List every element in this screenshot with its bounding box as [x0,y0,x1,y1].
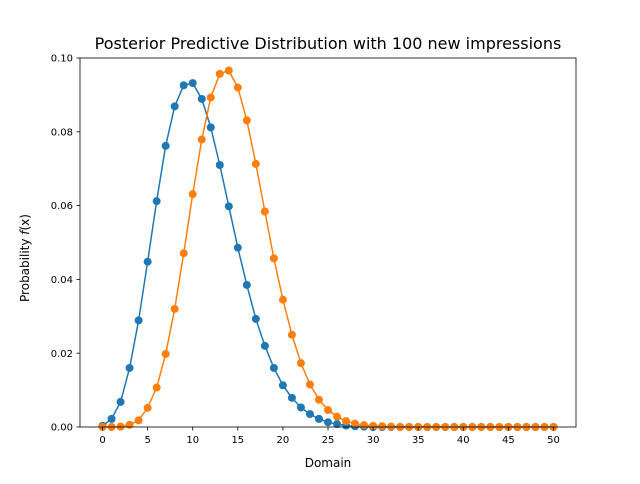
y-tick-label: 0.10 [51,54,73,65]
y-tick-label: 0.06 [51,201,73,212]
series-1-point [197,94,206,103]
series-1-point [152,197,161,206]
series-2-point [134,416,143,425]
y-tick-label: 0.02 [51,349,73,360]
chart-title: Posterior Predictive Distribution with 1… [95,34,562,53]
series-1-point [224,202,233,211]
series-2-point [125,420,134,429]
series-1-point [161,141,170,150]
series-1-point [296,403,305,412]
x-tick-label: 40 [457,435,470,446]
y-axis-label-variable: f [18,229,32,235]
x-axis-label: Domain [305,456,352,470]
series-1-point [107,414,116,423]
series-1-point [179,81,188,90]
x-tick-label: 50 [547,435,560,446]
series-2-point [269,254,278,263]
series-2-point [305,380,314,389]
series-1-point [269,363,278,372]
series-2-point [287,330,296,339]
series-2-point [278,295,287,304]
y-tick-label: 0.04 [51,275,73,286]
x-tick-label: 30 [367,435,380,446]
series-2-point [333,412,342,421]
series-1-point [287,393,296,402]
series-2-point [143,403,152,412]
y-axis-label-suffix: (x) [18,214,32,230]
series-2-point [233,83,242,92]
series-1-point [215,161,224,170]
series-1-point [134,316,143,325]
series-2-point [324,406,332,415]
x-tick-label: 5 [144,435,150,446]
series-1-point [188,79,197,88]
x-tick-label: 15 [231,435,244,446]
x-tick-label: 45 [502,435,515,446]
x-tick-label: 0 [99,435,105,446]
series-2-point [251,159,260,168]
series-1-point [260,341,269,350]
y-axis-label: Probability f(x) [18,214,32,302]
series-1-point [305,410,314,419]
series-2-point [224,66,233,75]
series-2-point [152,383,161,392]
series-2-point [188,190,197,199]
series-2-point [378,422,387,431]
series-1-point [233,243,242,252]
series-1-point [116,397,125,406]
series-2-point [179,249,188,258]
x-tick-label: 10 [186,435,199,446]
series-2-point [260,207,269,216]
series-1-point [125,363,134,372]
series-2-point [360,421,369,430]
series-2 [98,66,558,431]
series-2-point [314,395,323,404]
series-2-point [369,421,378,430]
x-tick-label: 25 [322,435,335,446]
series-1-point [170,102,179,111]
y-axis-label-prefix: Probability [18,235,32,302]
series-1-point [251,314,260,323]
series-2-point [351,419,360,428]
series-1-point [206,123,215,132]
series-2-point [242,116,251,125]
series-2-point [161,349,170,358]
y-tick-label: 0.00 [51,423,73,434]
series-1-point [333,420,342,429]
series-1-point [314,414,323,423]
axes-layer: 0 5 10 15 20 25 30 35 40 45 50 0.00 0.02 0.04 0.06 0.08… [51,54,577,446]
series-2-point [206,93,215,102]
series-2-point [170,304,179,313]
series-2-point [342,417,351,426]
x-tick-label: 20 [277,435,290,446]
series-1-point [242,280,251,289]
series-2-point [215,69,224,78]
y-tick-label: 0.08 [51,127,73,138]
series-1-point [143,257,152,266]
series-2-point [197,135,206,144]
series-1-point [278,381,287,390]
x-tick-label: 35 [412,435,425,446]
series-1-point [324,418,332,427]
series-2-point [296,359,305,368]
